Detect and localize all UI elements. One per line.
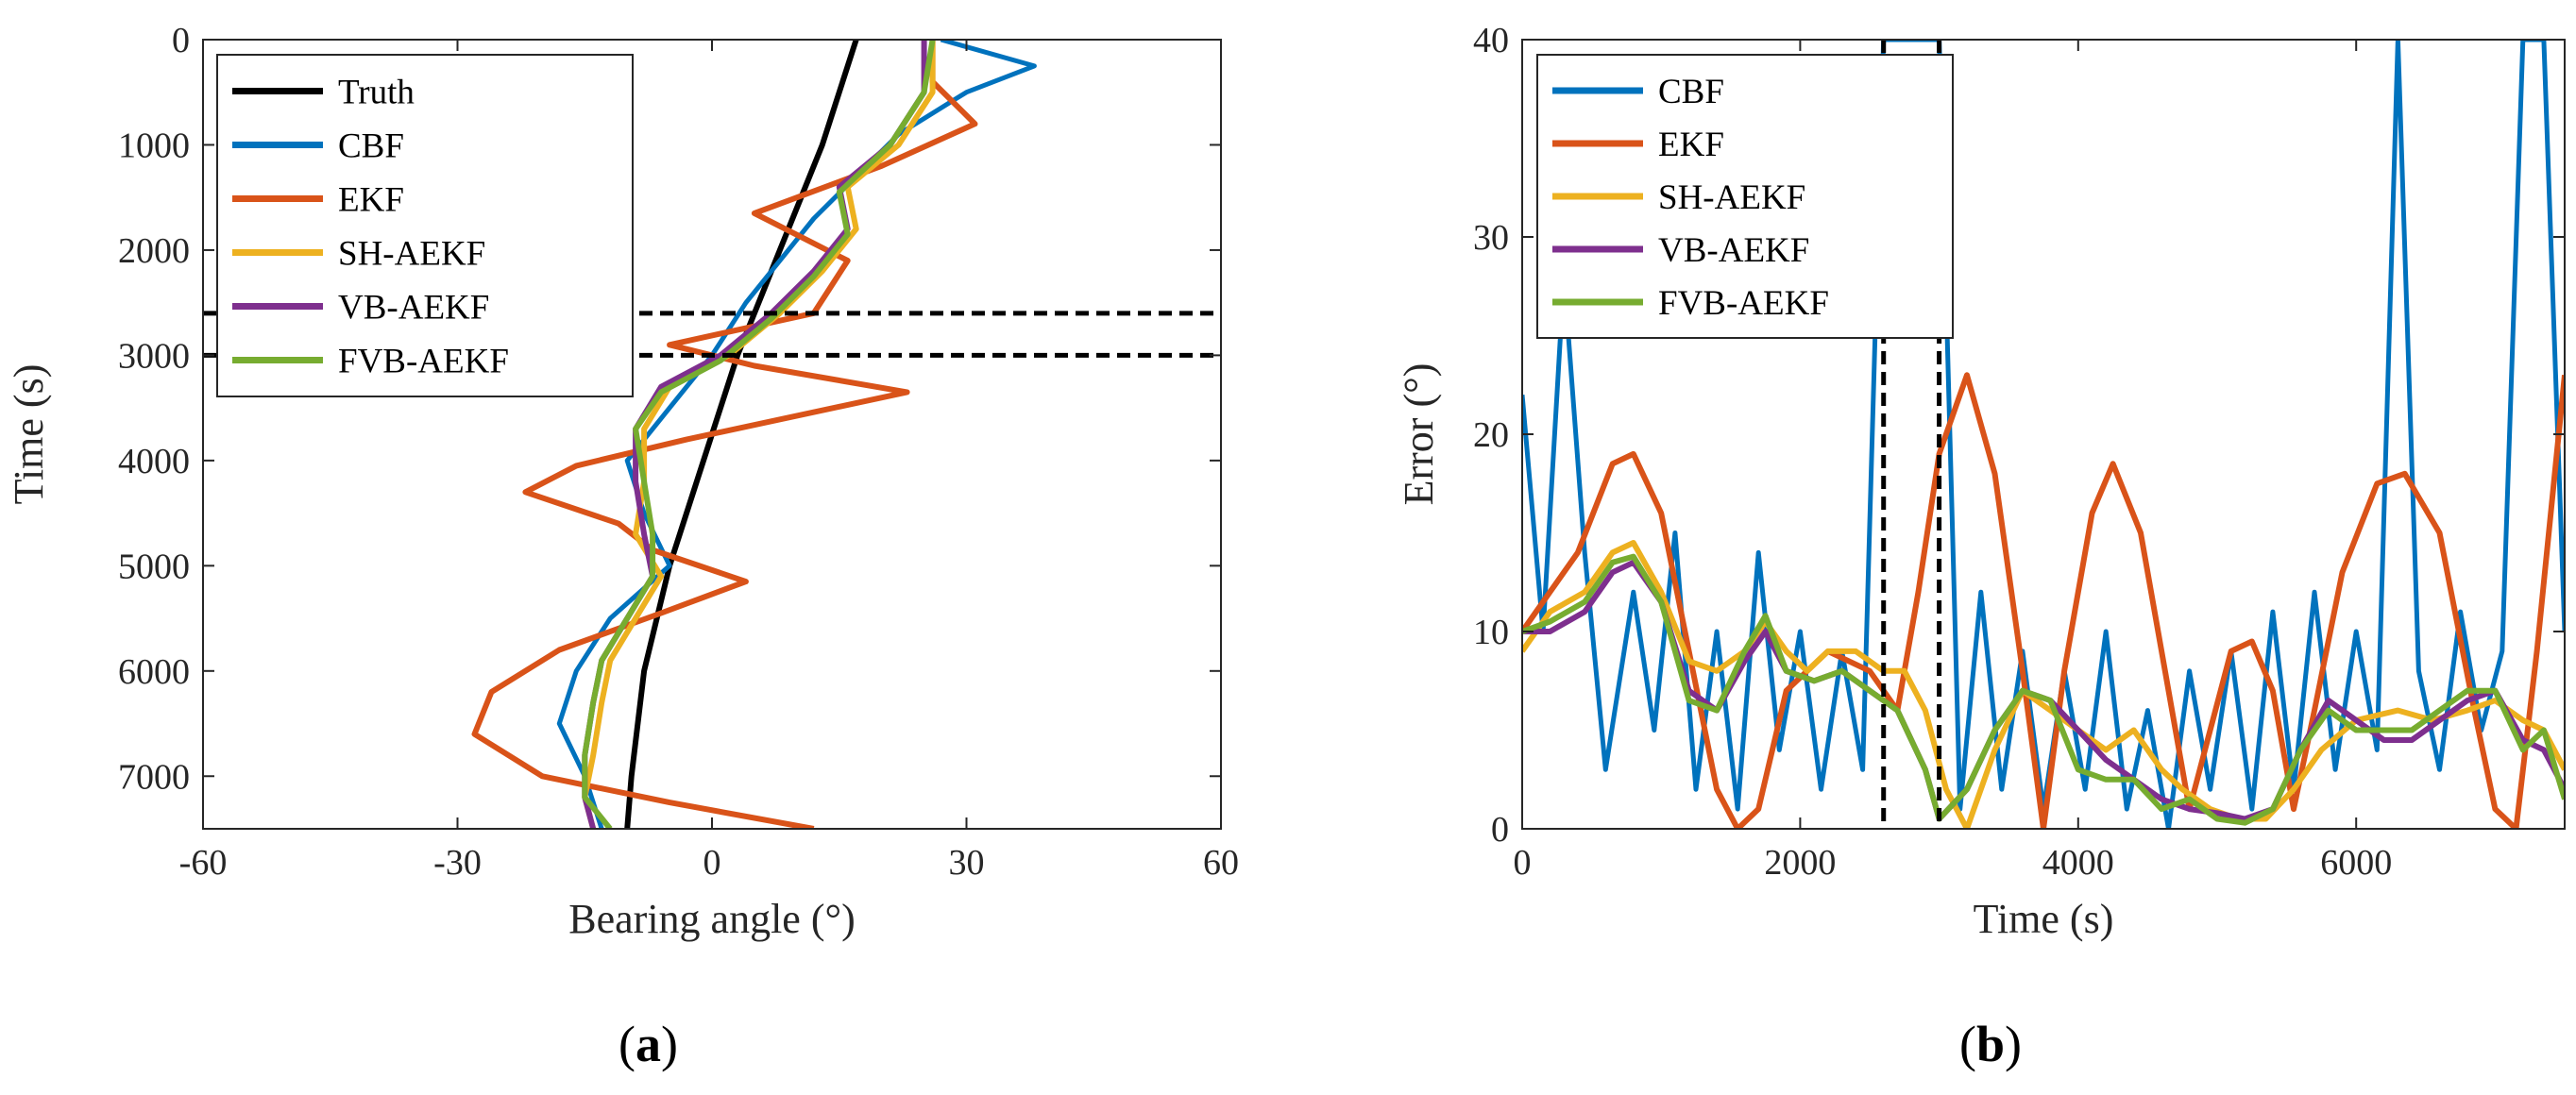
y-tick-label: 5000 [118, 547, 190, 586]
x-tick-label: 0 [703, 843, 721, 883]
panel-b-label: (b) [1959, 1016, 2023, 1072]
panel-b-chart: 0 2000 4000 6000 0 10 20 30 40 Time (s) Error (°) C… [1396, 21, 2566, 942]
series-line-truth [624, 40, 859, 829]
y-tick-label: 0 [1491, 810, 1509, 850]
panel-b-label-text: b [1975, 1016, 2006, 1072]
series-line-sh-aekf [1522, 540, 2565, 829]
y-tick-label: 0 [172, 21, 190, 60]
y-tick-label: 3000 [118, 336, 190, 376]
legend-label-sh-aekf: SH-AEKF [338, 235, 485, 274]
y-tick-label: 20 [1473, 415, 1509, 455]
legend-label-cbf: CBF [338, 127, 404, 166]
legend-label-fvb-aekf: FVB-AEKF [1658, 284, 1829, 323]
x-tick-label: -30 [433, 843, 482, 883]
x-tick-label: 6000 [2320, 843, 2392, 883]
legend-label-ekf: EKF [1658, 126, 1724, 164]
x-tick-label: 4000 [2042, 843, 2114, 883]
y-tick-label: 10 [1473, 613, 1509, 652]
legend: CBF EKF SH-AEKF VB-AEKF FVB-AEKF [1536, 54, 1954, 339]
series-line-fvb-aekf [582, 40, 936, 829]
panel-a-chart: -60 -30 0 30 60 0 1000 2000 3000 4000 5000 6000 7000… [6, 21, 1239, 942]
panel-a-label-text: a [635, 1016, 661, 1072]
x-tick-label: -60 [179, 843, 228, 883]
series-line-ekf [471, 40, 978, 829]
y-tick-label: 2000 [118, 231, 190, 271]
legend-label-sh-aekf: SH-AEKF [1658, 178, 1805, 217]
x-tick-label: 30 [949, 843, 985, 883]
x-axis-label: Bearing angle (°) [568, 896, 855, 942]
legend-label-fvb-aekf: FVB-AEKF [338, 343, 509, 381]
y-axis-label: Error (°) [1396, 363, 1442, 506]
y-tick-label: 1000 [118, 126, 190, 165]
x-tick-label: 0 [1514, 843, 1532, 883]
legend-box [216, 54, 634, 397]
y-axis-label: Time (s) [6, 364, 52, 505]
series-line-fvb-aekf [1522, 553, 2565, 826]
y-tick-label: 7000 [118, 757, 190, 797]
panel-a-label: (a) [619, 1016, 678, 1072]
series-line-ekf [1522, 372, 2565, 829]
y-tick-label: 30 [1473, 218, 1509, 258]
legend-label-vb-aekf: VB-AEKF [338, 289, 489, 328]
legend-label-cbf: CBF [1658, 73, 1724, 111]
legend-label-vb-aekf: VB-AEKF [1658, 231, 1809, 270]
y-tick-label: 40 [1473, 21, 1509, 60]
x-axis-label: Time (s) [1974, 896, 2114, 942]
y-tick-label: 4000 [118, 442, 190, 481]
x-tick-label: 60 [1203, 843, 1239, 883]
y-tick-label: 6000 [118, 652, 190, 692]
x-tick-label: 2000 [1764, 843, 1836, 883]
legend: Truth CBF EKF SH-AEKF VB-AEKF FVB-AEKF [216, 54, 634, 397]
legend-label-ekf: EKF [338, 181, 404, 220]
legend-label-truth: Truth [338, 74, 415, 112]
